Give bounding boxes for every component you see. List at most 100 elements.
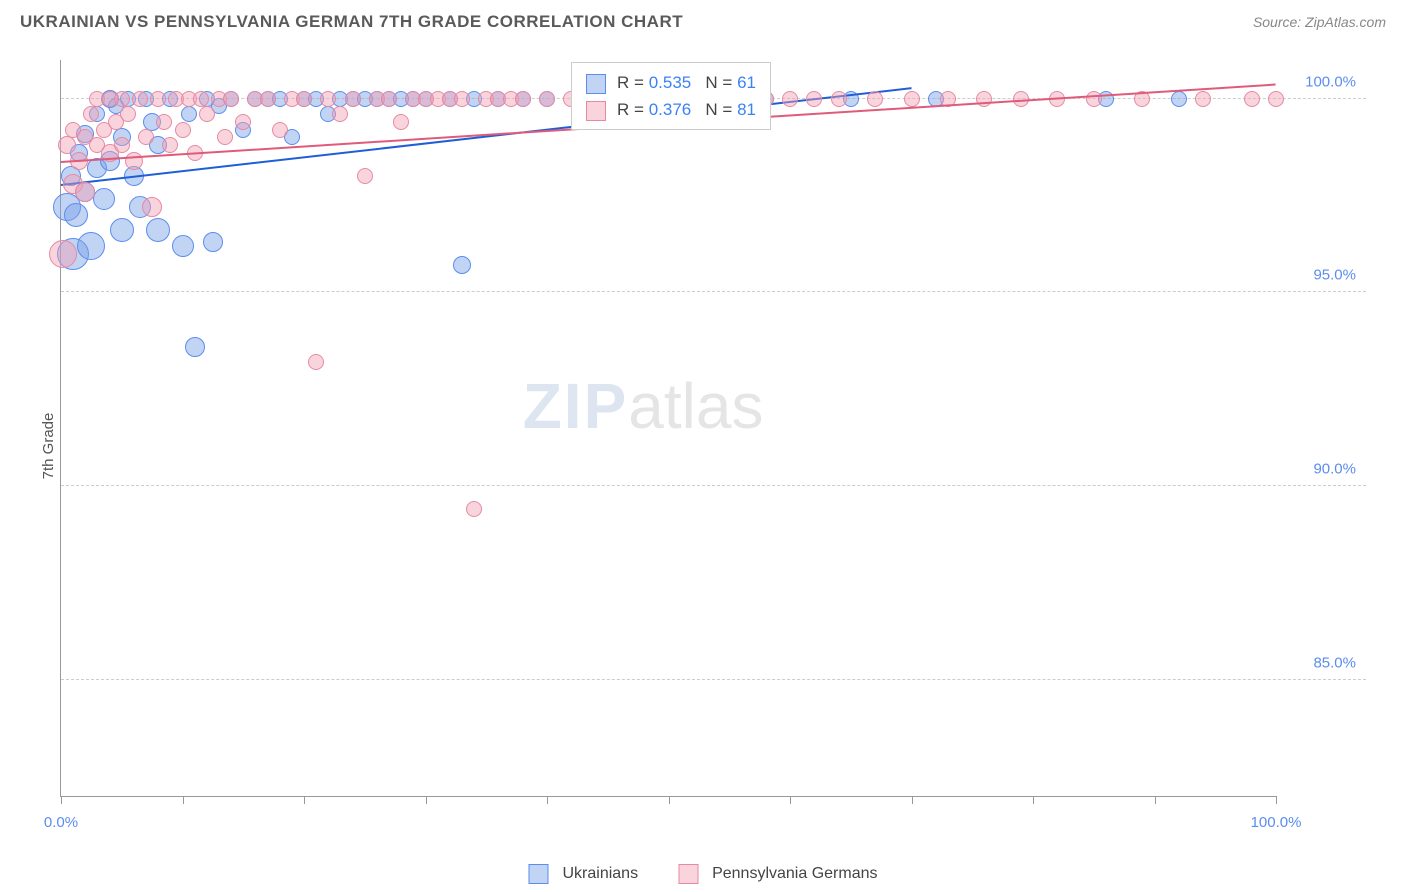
data-point [146, 218, 170, 242]
source-attribution: Source: ZipAtlas.com [1253, 14, 1386, 30]
x-tick-label: 0.0% [44, 814, 78, 831]
x-tick [426, 796, 427, 804]
stats-legend-row: R = 0.376 N = 81 [586, 96, 756, 123]
gridline [61, 291, 1366, 292]
data-point [114, 137, 130, 153]
swatch-icon [678, 864, 698, 884]
r-value: 0.535 [649, 73, 692, 92]
data-point [120, 106, 136, 122]
x-tick [183, 796, 184, 804]
source-label: Source: [1253, 14, 1305, 30]
data-point [142, 197, 162, 217]
n-label: N = [705, 73, 737, 92]
x-tick [669, 796, 670, 804]
data-point [64, 203, 88, 227]
stats-legend-row: R = 0.535 N = 61 [586, 69, 756, 96]
bottom-legend: Ukrainians Pennsylvania Germans [528, 864, 877, 884]
data-point [199, 106, 215, 122]
data-point [58, 136, 76, 154]
data-point [49, 240, 77, 268]
r-value: 0.376 [649, 100, 692, 119]
data-point [782, 91, 798, 107]
data-point [114, 91, 130, 107]
n-label: N = [705, 100, 737, 119]
gridline [61, 485, 1366, 486]
data-point [203, 232, 223, 252]
data-point [110, 218, 134, 242]
data-point [272, 122, 288, 138]
data-point [138, 129, 154, 145]
swatch-icon [586, 101, 606, 121]
data-point [308, 354, 324, 370]
x-tick [547, 796, 548, 804]
data-point [162, 137, 178, 153]
y-tick-label: 95.0% [1313, 267, 1356, 284]
data-point [806, 91, 822, 107]
watermark-zip: ZIP [523, 370, 629, 442]
swatch-icon [528, 864, 548, 884]
data-point [150, 91, 166, 107]
x-tick-label: 100.0% [1251, 814, 1302, 831]
data-point [260, 91, 276, 107]
data-point [235, 114, 251, 130]
legend-label: Pennsylvania Germans [712, 865, 877, 883]
data-point [93, 188, 115, 210]
data-point [393, 114, 409, 130]
x-tick [1155, 796, 1156, 804]
data-point [867, 91, 883, 107]
data-point [332, 106, 348, 122]
x-tick [912, 796, 913, 804]
data-point [75, 182, 95, 202]
data-point [223, 91, 239, 107]
data-point [454, 91, 470, 107]
data-point [132, 91, 148, 107]
data-point [77, 232, 105, 260]
data-point [1268, 91, 1284, 107]
data-point [345, 91, 361, 107]
source-name: ZipAtlas.com [1305, 14, 1386, 30]
watermark: ZIPatlas [523, 369, 764, 443]
data-point [172, 235, 194, 257]
legend-item-ukrainians: Ukrainians [528, 864, 638, 884]
data-point [381, 91, 397, 107]
x-tick [1276, 796, 1277, 804]
y-axis-label: 7th Grade [40, 413, 57, 480]
data-point [193, 91, 209, 107]
data-point [1244, 91, 1260, 107]
y-tick-label: 85.0% [1313, 654, 1356, 671]
x-tick [790, 796, 791, 804]
n-value: 81 [737, 100, 756, 119]
data-point [831, 91, 847, 107]
plot-area: ZIPatlas 85.0%90.0%95.0%100.0%0.0%100.0%… [60, 60, 1276, 797]
data-point [156, 114, 172, 130]
data-point [515, 91, 531, 107]
chart-container: 7th Grade ZIPatlas 85.0%90.0%95.0%100.0%… [20, 45, 1366, 847]
legend-item-pennsylvania-germans: Pennsylvania Germans [678, 864, 877, 884]
data-point [1195, 91, 1211, 107]
r-label: R = [617, 73, 649, 92]
data-point [185, 337, 205, 357]
data-point [466, 501, 482, 517]
gridline [61, 679, 1366, 680]
data-point [125, 152, 143, 170]
stats-legend: R = 0.535 N = 61 R = 0.376 N = 81 [571, 62, 771, 130]
data-point [904, 91, 920, 107]
legend-label: Ukrainians [562, 865, 638, 883]
data-point [296, 91, 312, 107]
data-point [1171, 91, 1187, 107]
data-point [539, 91, 555, 107]
x-tick [1033, 796, 1034, 804]
y-tick-label: 100.0% [1305, 73, 1356, 90]
r-label: R = [617, 100, 649, 119]
chart-title: UKRAINIAN VS PENNSYLVANIA GERMAN 7TH GRA… [20, 12, 683, 32]
swatch-icon [586, 74, 606, 94]
n-value: 61 [737, 73, 756, 92]
y-tick-label: 90.0% [1313, 461, 1356, 478]
data-point [453, 256, 471, 274]
data-point [1086, 91, 1102, 107]
data-point [175, 122, 191, 138]
data-point [357, 168, 373, 184]
data-point [181, 106, 197, 122]
data-point [320, 91, 336, 107]
x-tick [61, 796, 62, 804]
